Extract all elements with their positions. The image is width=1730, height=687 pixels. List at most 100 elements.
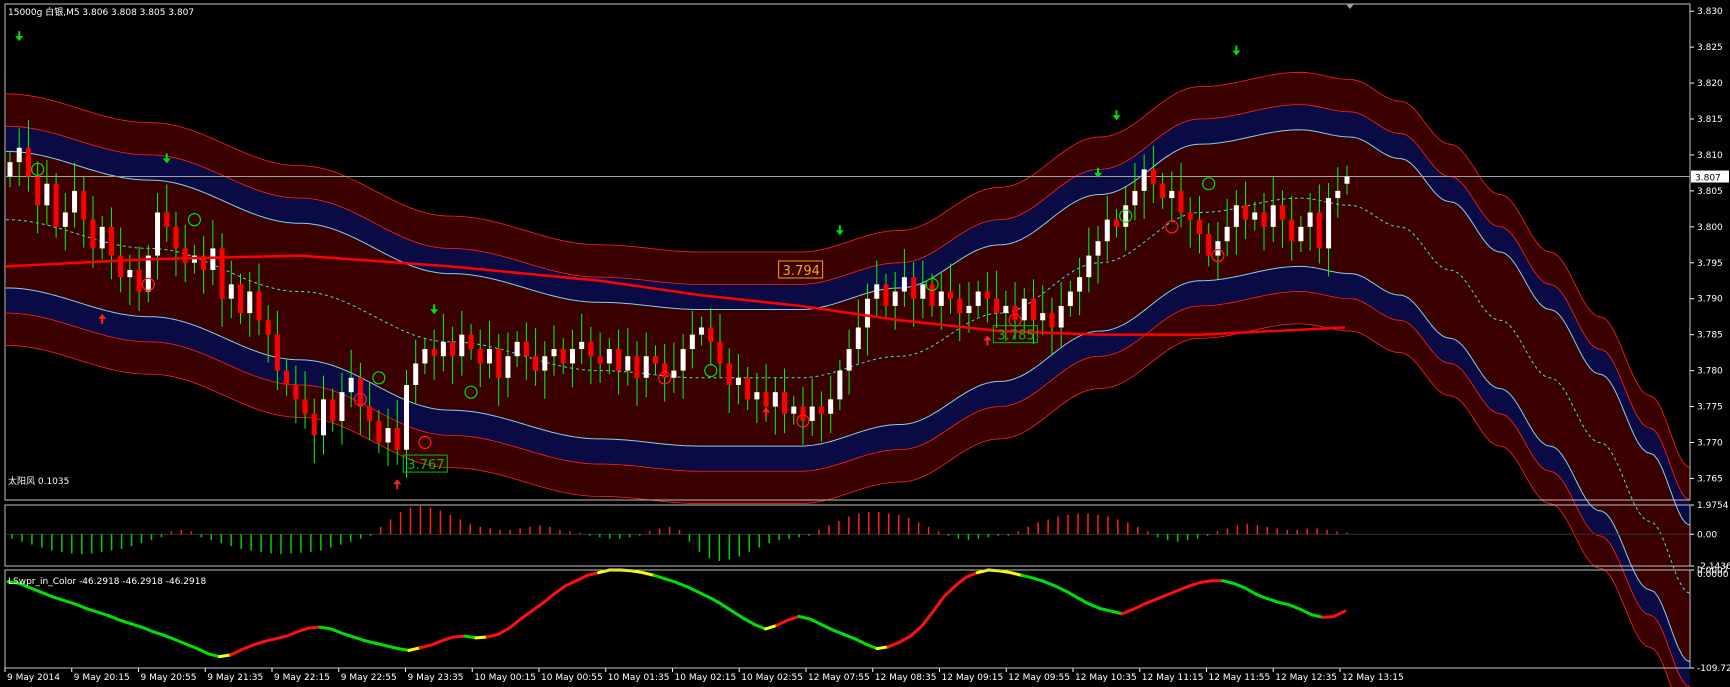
candle-body: [1021, 298, 1027, 321]
main-price-pane[interactable]: 3.767 3.794 3.785: [5, 31, 1691, 687]
wpr-line-segment: [62, 598, 77, 606]
price-tick-label: 3.810: [1697, 151, 1723, 161]
wpr-line-segment: [84, 606, 99, 614]
price-axes: 3.830 3.825 3.820 3.815 3.810 3.805 3.800 3.795…: [1690, 7, 1730, 674]
wpr-line-segment: [296, 626, 311, 634]
down-arrow-icon: [1094, 167, 1103, 178]
time-tick-label: 12 May 13:15: [1342, 673, 1404, 683]
lswpr-indicator-pane[interactable]: [6, 568, 1347, 659]
candle-body: [1215, 241, 1221, 256]
candle-body: [182, 248, 188, 263]
wpr-line-segment: [519, 609, 534, 621]
candle-body: [818, 406, 824, 414]
wpr-line-segment: [1154, 593, 1169, 601]
price-tick-label: 3.830: [1697, 7, 1723, 17]
wpr-line-segment: [864, 642, 879, 651]
down-arrow-icon: [162, 153, 171, 164]
candle-body: [1077, 277, 1083, 292]
candle-body: [579, 341, 585, 350]
wpr-line-segment: [474, 635, 489, 640]
wpr-line-segment: [1232, 581, 1247, 590]
candle-body: [357, 377, 363, 407]
candle-body: [477, 349, 483, 364]
wpr-line-segment: [329, 627, 344, 635]
wpr-line-segment: [129, 622, 144, 629]
price-tick-label: 3.770: [1697, 438, 1723, 448]
candle-body: [551, 349, 557, 357]
up-arrow-icon: [98, 313, 107, 324]
candle-body: [717, 341, 723, 364]
wpr-line-segment: [908, 624, 924, 638]
candle-body: [542, 356, 548, 371]
candle-body: [828, 399, 834, 414]
up-arrow-icon: [983, 335, 992, 346]
wpr-line-segment: [173, 638, 188, 646]
wpr-line-segment: [708, 596, 723, 606]
ind1-tick-label: 0.00: [1697, 530, 1717, 540]
wpr-line-segment: [140, 625, 155, 634]
candle-body: [1316, 212, 1322, 249]
time-tick-label: 10 May 00:15: [474, 673, 536, 683]
wpr-line-segment: [1076, 596, 1091, 606]
candle-body: [708, 327, 714, 342]
price-tick-label: 3.765: [1697, 474, 1723, 484]
wpr-line-segment: [51, 595, 66, 602]
wpr-line-segment: [162, 633, 177, 642]
wpr-line-segment: [1243, 586, 1258, 596]
wpr-line-segment: [229, 647, 244, 657]
candle-body: [560, 349, 566, 364]
candle-body: [855, 327, 861, 350]
wpr-line-segment: [942, 584, 957, 599]
pane-border: [4, 504, 1691, 567]
candle-body: [1335, 190, 1341, 199]
wpr-line-segment: [1042, 580, 1057, 588]
time-tick-label: 9 May 21:35: [207, 673, 263, 683]
candle-body: [293, 384, 299, 400]
candle-body: [1252, 212, 1258, 220]
candle-body: [348, 377, 354, 393]
wpr-line-segment: [886, 640, 901, 649]
candle-body: [680, 349, 686, 371]
candle-body: [1178, 190, 1184, 213]
frown-face-icon: [704, 364, 718, 378]
candle-body: [1307, 212, 1313, 227]
smile-face-icon: [1008, 313, 1022, 327]
candle-body: [459, 334, 465, 357]
wpr-line-segment: [106, 614, 121, 622]
candle-body: [440, 341, 446, 357]
solar-wind-indicator-pane[interactable]: [6, 506, 1690, 561]
candle-body: [938, 291, 944, 306]
channel-mid-upper-line: [5, 104, 1691, 501]
candle-body: [1141, 169, 1147, 191]
candle-body: [505, 356, 511, 378]
wpr-line-segment: [429, 639, 445, 647]
wpr-line-segment: [1109, 609, 1124, 616]
candle-body: [616, 349, 622, 371]
candle-body: [837, 370, 843, 400]
candle-body: [99, 226, 105, 249]
candle-body: [164, 212, 170, 227]
down-arrow-icon: [835, 225, 844, 236]
wpr-line-segment: [931, 595, 946, 614]
wpr-line-segment: [786, 614, 801, 622]
wpr-line-segment: [585, 571, 601, 577]
time-tick-label: 9 May 2014: [7, 673, 60, 683]
wpr-line-segment: [574, 573, 589, 583]
candle-body: [219, 248, 225, 299]
candle-body: [201, 255, 207, 270]
candle-body: [597, 356, 603, 364]
time-tick-label: 9 May 20:15: [74, 673, 130, 683]
wpr-line-segment: [697, 590, 712, 600]
candle-body: [422, 349, 428, 364]
candle-body: [957, 298, 963, 314]
channel-center-line: [5, 197, 1691, 594]
wpr-line-segment: [830, 628, 846, 636]
wpr-line-segment: [340, 631, 355, 639]
candle-body: [588, 341, 594, 357]
ind2-tick-label: 0.0007: [1697, 566, 1729, 576]
candle-body: [606, 349, 612, 364]
chart-shift-marker[interactable]: [1346, 4, 1354, 9]
wpr-line-segment: [1198, 579, 1213, 585]
wpr-line-segment: [819, 622, 834, 632]
